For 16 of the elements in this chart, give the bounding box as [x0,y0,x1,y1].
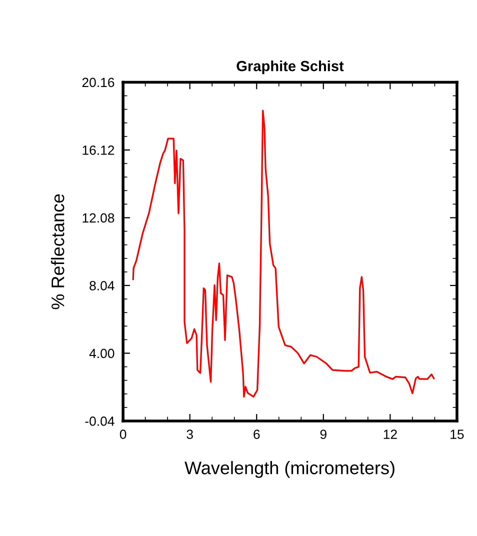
y-tick-label: 4.00 [89,348,114,358]
x-axis-title: Wavelength (micrometers) [184,461,394,478]
x-tick-label: 12 [384,430,397,439]
line-series [132,110,435,398]
y-tick-label: -0.04 [85,416,114,426]
x-tick-label: 9 [320,430,326,439]
x-tick-label: 3 [186,430,193,439]
y-tick-label: 20.16 [82,78,114,88]
chart-title: Graphite Schist [236,60,344,74]
x-tick-label: 15 [450,430,464,439]
y-tick-label: 8.04 [90,281,114,290]
y-tick-label: 12.08 [82,213,114,223]
y-tick-label: 16.12 [82,146,114,155]
x-tick-label: 6 [254,430,260,439]
x-tick-label: 0 [120,430,126,439]
y-axis-title: % Reflectance [51,194,64,310]
